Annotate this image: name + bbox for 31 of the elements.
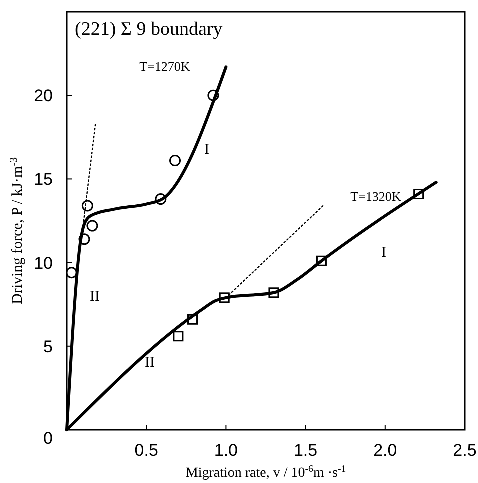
annotation: T=1270K — [140, 59, 191, 74]
point — [188, 314, 198, 325]
annotation: T=1320K — [350, 189, 402, 204]
y-tick-label: 5 — [44, 337, 53, 356]
point — [170, 155, 182, 167]
point — [78, 234, 90, 246]
y-tick-label: 10 — [34, 254, 53, 273]
point — [155, 194, 167, 206]
x-tick-label: 2.0 — [374, 441, 398, 460]
point — [268, 288, 280, 298]
y-tick-label: 0 — [44, 429, 53, 448]
annotation: II — [90, 289, 100, 305]
point — [173, 331, 184, 342]
annotation: I — [204, 142, 210, 158]
x-tick-label: 1.5 — [294, 441, 318, 460]
point — [316, 256, 327, 266]
y-tick-label: 20 — [34, 86, 53, 106]
chart-title: (221) Σ 9 boundary — [75, 19, 224, 40]
point — [82, 200, 94, 212]
x-axis-title: Migration rate, v / 10$^{-6}$m ·s$^{-1}$ — [186, 464, 346, 481]
annotation: I — [382, 245, 386, 261]
x-tick-label: 2.5 — [453, 441, 477, 460]
point — [208, 90, 220, 102]
point — [66, 267, 78, 279]
point — [219, 292, 230, 304]
point — [414, 189, 424, 200]
point — [86, 220, 98, 232]
annotation: II — [145, 355, 155, 371]
x-tick-label: 1.0 — [214, 441, 238, 460]
y-tick-label: 15 — [34, 170, 53, 190]
x-tick-label: 0.5 — [134, 441, 158, 460]
